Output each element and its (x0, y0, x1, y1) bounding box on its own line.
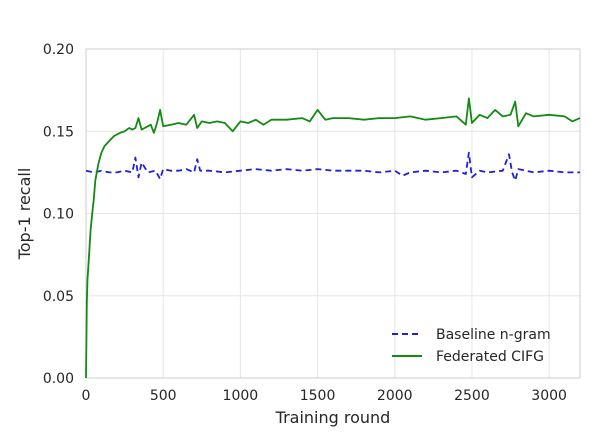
legend-label-baseline-n-gram: Baseline n-gram (436, 327, 551, 343)
legend: Baseline n-gram Federated CIFG (392, 327, 551, 365)
series-line-baseline-n-gram (85, 151, 580, 182)
x-tick-label: 1000 (223, 388, 259, 404)
x-tick-label: 500 (150, 388, 177, 404)
series-line-federated-cifg (85, 97, 581, 379)
y-axis-title: Top-1 recall (15, 168, 34, 261)
x-axis-ticks: 0 500 1000 1500 2000 2500 3000 (82, 388, 567, 404)
x-tick-label: 0 (82, 388, 91, 404)
x-tick-label: 2500 (454, 388, 490, 404)
series-lines (85, 97, 581, 379)
y-tick-label: 0.05 (43, 289, 74, 305)
x-tick-label: 1500 (300, 388, 336, 404)
x-tick-label: 3000 (531, 388, 567, 404)
legend-label-federated-cifg: Federated CIFG (436, 349, 544, 365)
y-tick-label: 0.20 (43, 42, 74, 58)
y-axis-ticks: 0.00 0.05 0.10 0.15 0.20 (43, 42, 74, 387)
y-tick-label: 0.15 (43, 124, 74, 140)
y-tick-label: 0.10 (43, 207, 74, 223)
y-tick-label: 0.00 (43, 371, 74, 387)
x-axis-title: Training round (275, 408, 391, 427)
plot-area (85, 48, 581, 379)
x-tick-label: 2000 (377, 388, 413, 404)
